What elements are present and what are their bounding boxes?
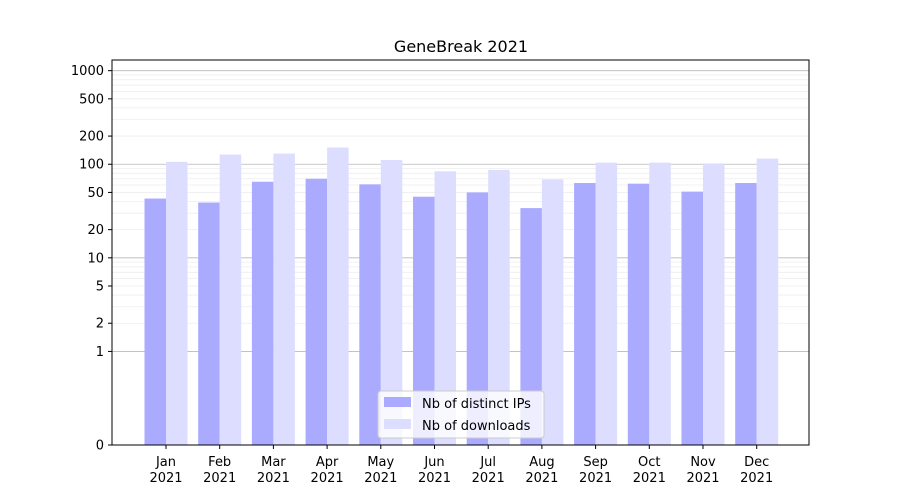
- legend: Nb of distinct IPs Nb of downloads: [377, 390, 545, 439]
- legend-label-downloads: Nb of downloads: [422, 419, 531, 434]
- x-tick-label: Dec 2021: [740, 455, 773, 486]
- bar-downloads: [756, 158, 779, 445]
- y-tick-label: 100: [79, 158, 104, 173]
- bar-downloads: [541, 179, 564, 445]
- bar-distinct-ips: [251, 181, 274, 446]
- y-tick-label: 0: [96, 439, 104, 454]
- legend-swatch-downloads: [384, 419, 411, 429]
- x-tick-label: Aug 2021: [525, 455, 558, 486]
- y-tick-label: 5: [96, 280, 104, 295]
- bar-downloads: [219, 154, 242, 445]
- y-tick-label: 500: [79, 92, 104, 107]
- bar-distinct-ips: [466, 192, 489, 445]
- x-tick-label: Apr 2021: [311, 455, 344, 486]
- bar-distinct-ips: [520, 208, 542, 445]
- bar-distinct-ips: [359, 184, 381, 445]
- bar-downloads: [327, 147, 349, 446]
- chart-title: GeneBreak 2021: [394, 37, 528, 56]
- y-tick-label: 10: [87, 251, 104, 266]
- bar-distinct-ips: [574, 183, 596, 446]
- x-axis: Jan 2021 Feb 2021 Mar 2021 Apr 2021 May 2021 Jun 20…: [149, 445, 773, 486]
- bar-distinct-ips: [413, 196, 435, 445]
- bar-downloads: [595, 162, 618, 445]
- legend-frame: [377, 390, 545, 439]
- y-tick-label: 200: [79, 130, 104, 145]
- plot-area: [111, 59, 810, 446]
- bar-downloads: [166, 161, 188, 445]
- y-tick-label: 1000: [71, 64, 104, 79]
- y-tick-label: 20: [87, 223, 104, 238]
- x-tick-label: Jan 2021: [149, 455, 182, 486]
- bar-downloads: [703, 163, 725, 445]
- x-tick-label: Jul 2021: [472, 455, 505, 486]
- x-tick-label: Jun 2021: [418, 455, 451, 486]
- bar-downloads: [273, 153, 295, 446]
- bar-distinct-ips: [681, 191, 703, 445]
- bar-distinct-ips: [198, 202, 220, 445]
- bar-downloads: [488, 169, 510, 445]
- legend-label-distinct-ips: Nb of distinct IPs: [422, 397, 531, 412]
- legend-swatch-distinct-ips: [384, 397, 411, 407]
- bar-distinct-ips: [144, 198, 166, 445]
- x-tick-label: Sep 2021: [579, 455, 612, 486]
- bars: [144, 147, 779, 446]
- bar-downloads: [380, 160, 403, 445]
- bar-distinct-ips: [305, 178, 328, 446]
- x-tick-label: Oct 2021: [633, 455, 666, 486]
- x-tick-label: May 2021: [364, 455, 397, 486]
- bar-downloads: [434, 171, 456, 445]
- x-tick-label: Nov 2021: [686, 455, 719, 486]
- x-tick-label: Mar 2021: [257, 455, 290, 486]
- bar-distinct-ips: [735, 183, 757, 446]
- y-tick-label: 50: [87, 186, 104, 201]
- y-tick-label: 1: [96, 345, 104, 360]
- x-tick-label: Feb 2021: [203, 455, 236, 486]
- y-axis: 0 1 2 5 10 20 50 100 200 500 1000: [71, 64, 112, 454]
- bar-downloads: [649, 162, 671, 445]
- bar-distinct-ips: [627, 183, 650, 445]
- y-tick-label: 2: [96, 317, 104, 332]
